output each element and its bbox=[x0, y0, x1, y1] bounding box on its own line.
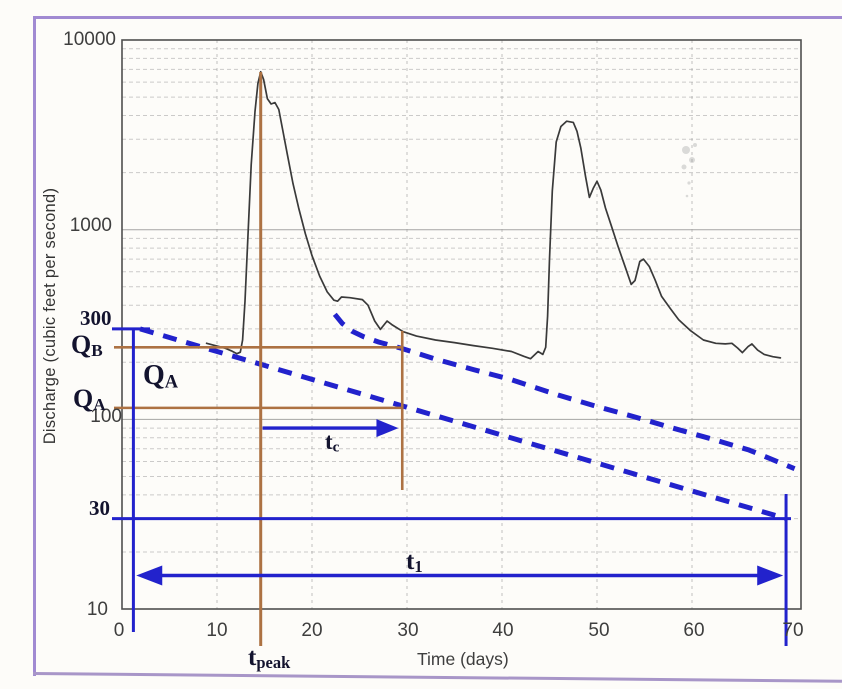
label-t1-base: t bbox=[406, 548, 415, 575]
label-qa-inner: QA bbox=[143, 362, 178, 391]
label-tpeak-base: t bbox=[248, 644, 257, 671]
y-tick-1000: 1000 bbox=[69, 215, 112, 236]
frame-left-border bbox=[33, 16, 36, 676]
label-qa-inner-sub: A bbox=[164, 371, 179, 392]
label-30: 30 bbox=[89, 496, 110, 520]
label-300: 300 bbox=[80, 306, 112, 330]
label-tc-base: t bbox=[325, 429, 333, 454]
x-axis-title: Time (days) bbox=[417, 649, 509, 669]
label-t1: t1 bbox=[406, 549, 423, 575]
x-tick-0: 0 bbox=[113, 620, 125, 641]
x-tick-20: 20 bbox=[301, 620, 323, 641]
x-tick-60: 60 bbox=[683, 620, 705, 641]
label-t1-sub: 1 bbox=[414, 556, 423, 576]
label-qa-left-sub: A bbox=[93, 395, 106, 415]
label-tc-sub: c bbox=[332, 438, 340, 456]
label-tc: tc bbox=[325, 430, 339, 455]
y-axis-title: Discharge (cubic feet per second) bbox=[40, 187, 59, 445]
label-qb-sub: B bbox=[91, 341, 103, 361]
label-qa-left: QA bbox=[73, 384, 106, 415]
x-tick-70: 70 bbox=[782, 620, 804, 641]
y-tick-100: 100 bbox=[90, 406, 122, 427]
label-qb: QB bbox=[71, 330, 103, 361]
x-tick-10: 10 bbox=[206, 620, 228, 641]
label-tpeak: tpeak bbox=[248, 645, 290, 671]
frame-top-border bbox=[33, 16, 842, 19]
y-tick-10000: 10000 bbox=[63, 29, 116, 50]
x-tick-50: 50 bbox=[588, 620, 610, 641]
y-tick-10: 10 bbox=[86, 599, 108, 620]
label-qb-base: Q bbox=[71, 330, 92, 359]
x-tick-30: 30 bbox=[397, 620, 419, 641]
x-tick-40: 40 bbox=[492, 620, 514, 641]
label-qa-inner-base: Q bbox=[143, 360, 165, 391]
label-tpeak-sub: peak bbox=[256, 652, 291, 672]
label-qa-left-base: Q bbox=[73, 384, 94, 413]
